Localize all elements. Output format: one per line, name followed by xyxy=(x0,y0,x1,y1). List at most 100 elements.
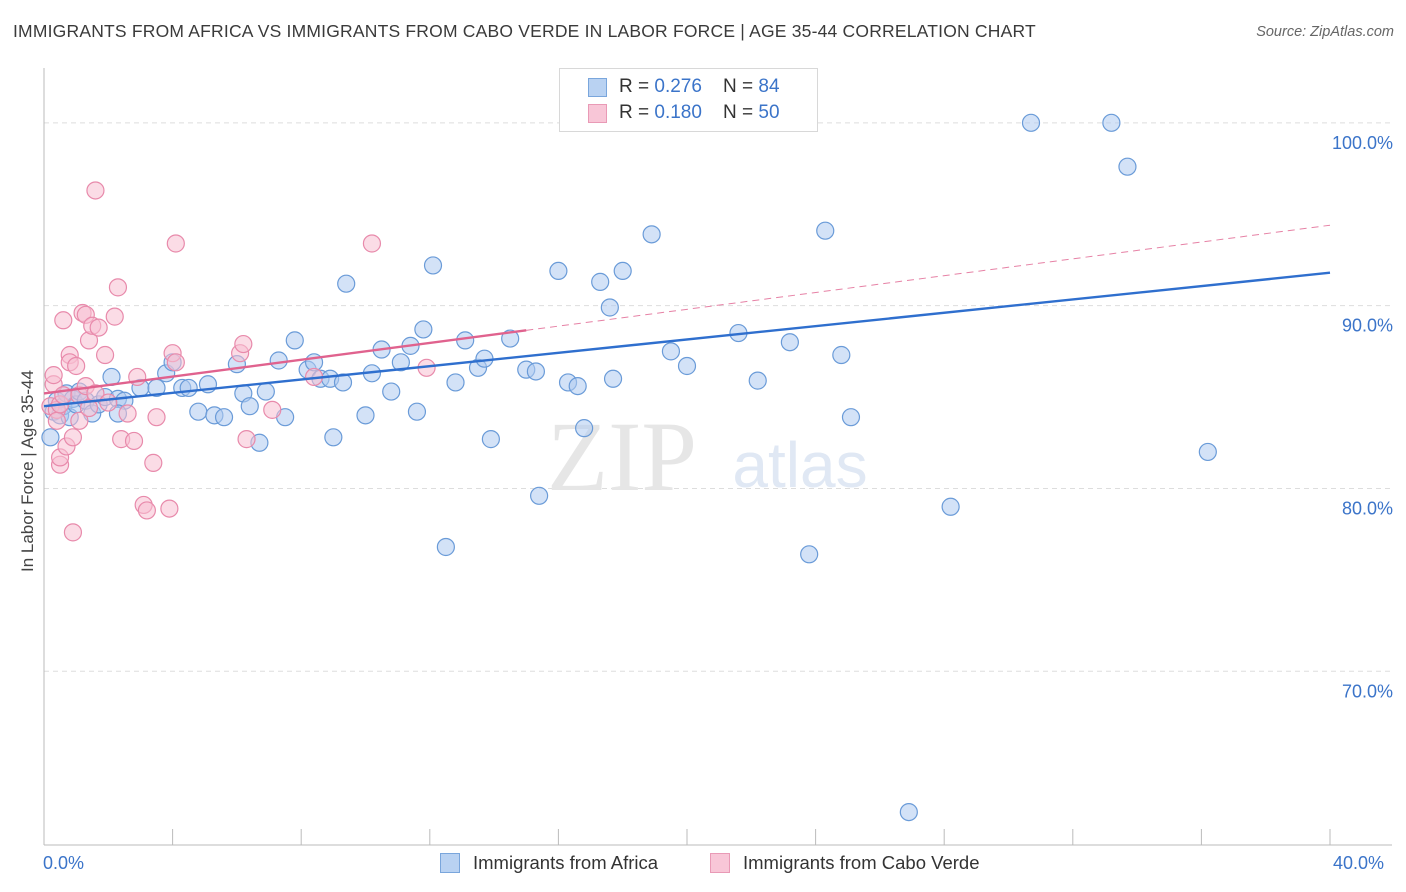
point-africa xyxy=(677,356,697,376)
point-africa xyxy=(568,376,587,396)
legend-swatch-caboverde xyxy=(588,104,607,123)
point-africa xyxy=(337,274,356,293)
point-africa xyxy=(575,419,594,438)
point-caboverde xyxy=(67,356,86,376)
point-caboverde xyxy=(63,428,83,447)
point-africa xyxy=(549,261,568,281)
point-africa xyxy=(481,430,500,449)
point-africa xyxy=(800,545,819,564)
point-africa xyxy=(324,428,343,447)
point-caboverde xyxy=(105,307,124,326)
point-africa xyxy=(333,373,353,392)
point-africa xyxy=(600,298,619,317)
point-africa xyxy=(816,221,835,240)
legend-swatch-africa xyxy=(440,853,460,873)
point-caboverde xyxy=(47,411,66,430)
trend-lines xyxy=(43,224,1331,408)
point-africa xyxy=(391,353,410,372)
legend-swatch-africa xyxy=(588,78,607,97)
y-tick-label: 80.0% xyxy=(1342,498,1393,518)
x-axis-min-label: 0.0% xyxy=(43,853,85,873)
point-africa xyxy=(613,261,632,281)
watermark-atlas: atlas xyxy=(732,429,867,501)
point-caboverde xyxy=(144,453,163,472)
legend-series: Immigrants from Africa Immigrants from C… xyxy=(0,851,1406,877)
point-africa xyxy=(456,331,475,350)
point-caboverde xyxy=(108,278,128,297)
point-africa xyxy=(899,802,918,822)
legend-r-value-africa: 0.276 xyxy=(654,76,702,97)
point-africa xyxy=(446,373,465,392)
legend-n-value-caboverde: 50 xyxy=(758,102,780,123)
point-africa xyxy=(841,408,861,427)
legend-swatch-caboverde xyxy=(710,853,730,873)
point-africa xyxy=(501,329,520,348)
point-africa xyxy=(603,369,623,388)
legend-r-value-caboverde: 0.180 xyxy=(654,102,702,123)
point-caboverde xyxy=(124,431,144,451)
point-africa xyxy=(189,402,208,421)
y-tick-label: 70.0% xyxy=(1342,681,1393,701)
point-africa xyxy=(179,378,198,398)
point-africa xyxy=(526,362,545,381)
point-africa xyxy=(41,428,60,447)
source-label: Source: ZipAtlas.com xyxy=(1256,24,1394,40)
watermark-zip: ZIP xyxy=(547,401,697,512)
point-africa xyxy=(240,397,259,416)
point-caboverde xyxy=(166,353,185,372)
point-africa xyxy=(748,371,767,390)
point-caboverde xyxy=(263,400,282,419)
legend-n-value-africa: 84 xyxy=(758,76,780,97)
point-caboverde xyxy=(86,181,105,200)
point-africa xyxy=(1198,442,1217,462)
point-africa xyxy=(407,402,427,421)
legend-label-africa: Immigrants from Africa xyxy=(473,852,659,873)
point-caboverde xyxy=(63,523,83,542)
chart-title: IMMIGRANTS FROM AFRICA VS IMMIGRANTS FRO… xyxy=(13,21,1036,41)
point-africa xyxy=(285,331,304,350)
point-africa xyxy=(423,256,443,275)
point-africa xyxy=(941,497,960,516)
trend-line-africa xyxy=(43,271,1331,408)
point-africa xyxy=(1118,157,1137,176)
series-caboverde xyxy=(41,181,436,542)
point-caboverde xyxy=(166,234,185,253)
point-africa xyxy=(356,406,375,425)
y-axis-label: In Labor Force | Age 35-44 xyxy=(18,370,37,572)
point-caboverde xyxy=(118,404,137,423)
point-africa xyxy=(780,333,799,352)
legend-n-label: N = xyxy=(723,102,759,123)
point-caboverde xyxy=(234,334,253,354)
point-caboverde xyxy=(70,411,89,430)
point-caboverde xyxy=(89,318,108,337)
point-africa xyxy=(414,320,433,339)
point-africa xyxy=(642,225,661,244)
point-caboverde xyxy=(99,393,118,412)
point-africa xyxy=(382,382,401,401)
point-africa xyxy=(661,342,681,361)
point-africa xyxy=(436,537,455,557)
point-africa xyxy=(256,382,275,401)
legend-r-label: R = xyxy=(619,102,655,123)
point-africa xyxy=(269,351,288,370)
point-africa xyxy=(591,272,610,291)
trend-line-caboverde-extension xyxy=(526,224,1331,331)
y-tick-label: 100.0% xyxy=(1332,133,1393,153)
y-tick-labels: 70.0% 80.0% 90.0% 100.0% xyxy=(1332,133,1393,701)
y-tick-label: 90.0% xyxy=(1342,316,1393,336)
legend-stats: R = 0.276 N = 84 R = 0.180 N = 50 xyxy=(559,68,818,132)
axes xyxy=(43,68,1392,846)
point-caboverde xyxy=(147,408,166,427)
point-africa xyxy=(1021,113,1041,132)
point-caboverde xyxy=(54,311,73,330)
legend-label-caboverde: Immigrants from Cabo Verde xyxy=(743,852,980,873)
point-caboverde xyxy=(237,430,256,449)
y-axis-label-wrap: In Labor Force | Age 35-44 xyxy=(18,370,38,573)
point-africa xyxy=(214,408,234,427)
legend-r-label: R = xyxy=(619,76,655,97)
point-caboverde xyxy=(95,345,115,365)
legend-n-label: N = xyxy=(723,76,759,97)
point-caboverde xyxy=(137,501,156,520)
point-africa xyxy=(530,486,549,505)
